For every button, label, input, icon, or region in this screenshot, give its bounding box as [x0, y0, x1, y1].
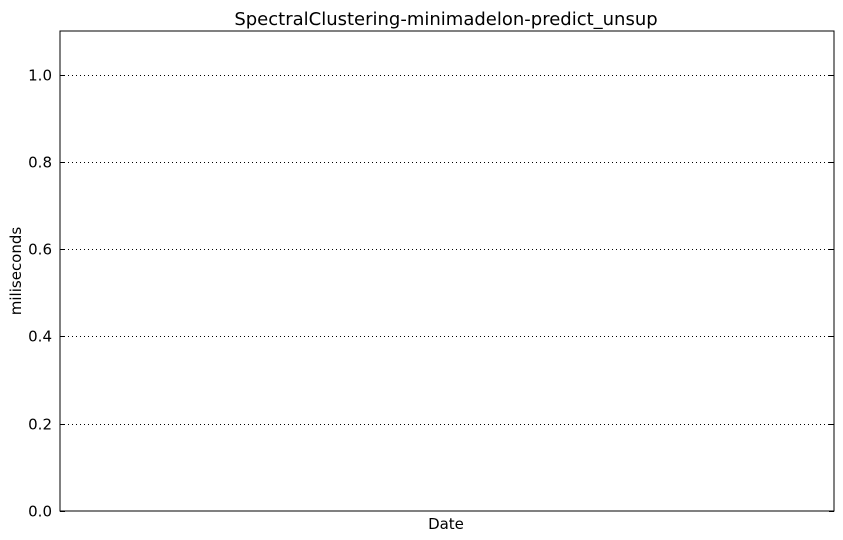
y-tick-label: 0.6 — [28, 241, 52, 259]
y-gridlines — [60, 75, 834, 425]
y-tick-label: 0.2 — [28, 416, 52, 434]
x-axis-label: Date — [428, 515, 464, 533]
y-tick-label: 0.8 — [28, 154, 52, 172]
y-tick-label: 0.4 — [28, 328, 52, 346]
plot-area — [59, 30, 835, 512]
y-tick-label: 1.0 — [28, 67, 52, 85]
chart-title: SpectralClustering-minimadelon-predict_u… — [234, 9, 657, 30]
y-tick-label: 0.0 — [28, 503, 52, 521]
y-axis-label: miliseconds — [7, 227, 25, 316]
y-axis-tick-labels: 0.0 0.2 0.4 0.6 0.8 1.0 — [28, 67, 52, 521]
y-axis-ticks — [60, 75, 834, 512]
